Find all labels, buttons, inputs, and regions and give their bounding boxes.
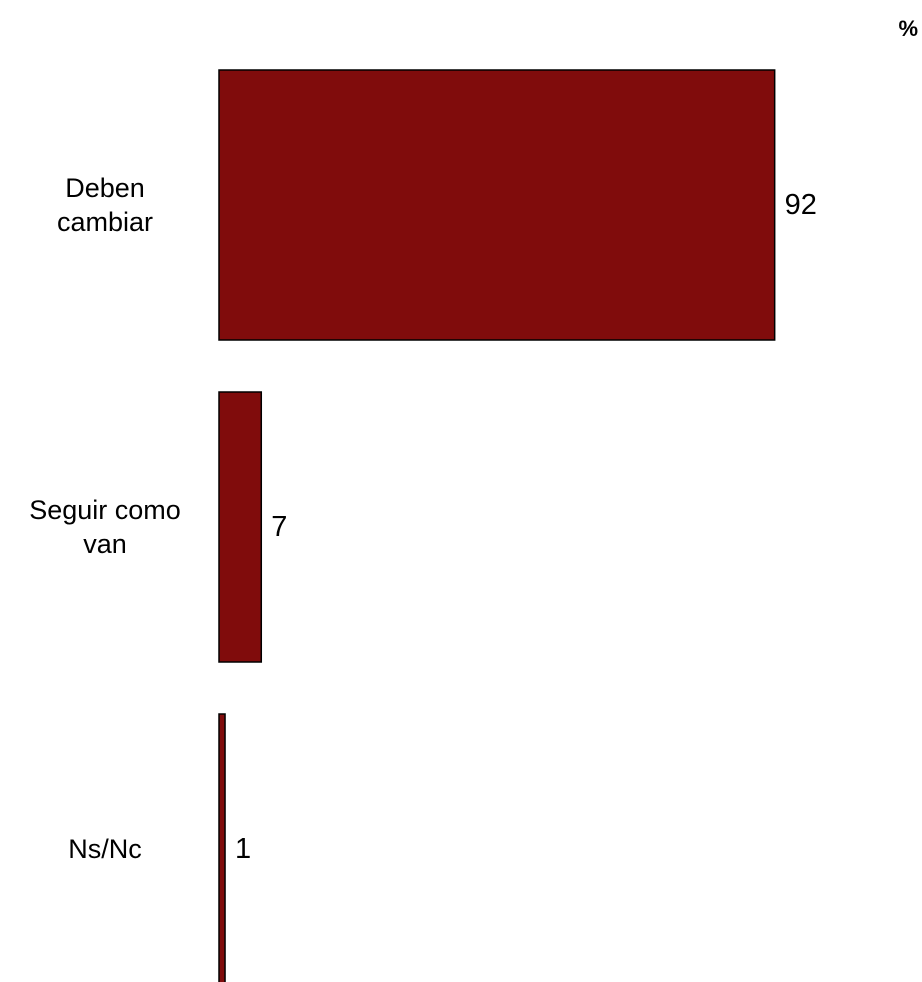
category-label-0-line-1: cambiar [57,207,153,237]
bar-2 [218,713,226,982]
category-label-0-line-0: Deben [65,173,145,203]
category-label-1-line-0: Seguir como [29,495,181,525]
category-label-1-line-1: van [83,529,127,559]
category-labels-group: Deben cambiar Seguir como van Ns/Nc [29,173,181,864]
value-label-2: 1 [235,833,251,865]
unit-label: % [898,16,918,41]
category-label-2-line-0: Ns/Nc [68,834,142,864]
bars-group [218,69,776,982]
bar-1 [218,391,263,663]
category-label-0: Deben cambiar [57,173,153,237]
category-label-2: Ns/Nc [68,834,142,864]
value-label-1: 7 [271,511,287,543]
bar-0 [218,69,776,341]
value-label-0: 92 [785,189,817,221]
category-label-1: Seguir como van [29,495,181,559]
value-labels-group: 92 7 1 [235,189,817,865]
